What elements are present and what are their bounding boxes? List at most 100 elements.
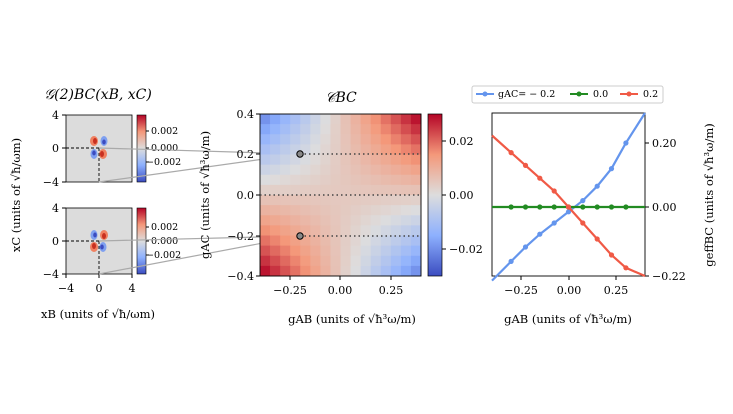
heatmap-cell	[290, 215, 301, 226]
heatmap-cell	[290, 205, 301, 216]
heatmap-cell	[360, 245, 372, 257]
heatmap-cell	[280, 195, 291, 206]
heatmap-cell	[300, 215, 311, 226]
heatmap-cell	[370, 164, 382, 176]
heatmap-cell	[410, 215, 422, 226]
heatmap-cell	[360, 144, 372, 155]
heatmap-cell	[330, 195, 341, 206]
heatmap-cell	[400, 144, 412, 155]
data-point	[537, 231, 543, 237]
heatmap-cell	[270, 124, 281, 135]
svg-text:0: 0	[96, 282, 103, 295]
heatmap-cell	[280, 174, 291, 186]
heatmap-cell	[280, 245, 291, 257]
heatmap-cell	[290, 144, 301, 155]
heatmap-cell	[280, 164, 291, 176]
heatmap-cell	[390, 215, 402, 226]
heatmap-cell	[380, 154, 392, 166]
right-y-axis-label: geffBC (units of √ħ³ω/m)	[702, 123, 716, 266]
heatmap-cell	[410, 245, 422, 257]
heatmap-cell	[270, 205, 281, 216]
heatmap-cell	[340, 164, 351, 176]
heatmap-cell	[290, 265, 301, 277]
heatmap-cell	[390, 144, 402, 155]
heatmap-cell	[260, 205, 271, 216]
svg-text:4: 4	[52, 109, 59, 122]
heatmap-cell	[320, 114, 331, 125]
heatmap-cell	[280, 225, 291, 236]
heatmap-cell	[260, 184, 271, 196]
heatmap-cell	[370, 195, 382, 206]
heatmap-cell	[350, 265, 362, 277]
heatmap-cell	[410, 195, 422, 206]
heatmap-cell	[400, 154, 412, 166]
series-line-0	[491, 112, 646, 282]
svg-text:−0.002: −0.002	[146, 157, 181, 168]
middle-x-ticks: −0.25 0.00 0.25	[273, 276, 403, 297]
legend-label-red: 0.2	[643, 89, 658, 100]
legend: gAC= − 0.2 0.0 0.2	[471, 85, 664, 104]
data-point	[537, 175, 543, 181]
heatmap-cell	[370, 124, 382, 135]
heatmap-cell	[280, 154, 291, 166]
heatmap-cell	[400, 265, 412, 277]
heatmap-cell	[370, 174, 382, 186]
heatmap-cell	[340, 205, 351, 216]
svg-text:−0.25: −0.25	[504, 284, 538, 297]
heatmap-cell	[360, 215, 372, 226]
heatmap-cell	[350, 114, 362, 125]
data-point	[537, 204, 543, 210]
heatmap-cell	[400, 205, 412, 216]
heatmap-cell	[390, 164, 402, 176]
heatmap-cell	[320, 205, 331, 216]
heatmap-cell	[310, 184, 321, 196]
data-point	[522, 204, 529, 210]
heatmap-cell	[300, 245, 311, 257]
heatmap-cell	[370, 225, 382, 236]
heatmap-cell	[300, 225, 311, 236]
heatmap	[260, 114, 422, 277]
heatmap-cell	[390, 235, 402, 247]
heatmap-cell	[300, 195, 311, 206]
heatmap-cell	[310, 225, 321, 236]
heatmap-cell	[360, 174, 372, 186]
heatmap-cell	[340, 114, 351, 125]
heatmap-cell	[410, 144, 422, 155]
heatmap-cell	[280, 235, 291, 247]
heatmap-cell	[330, 124, 341, 135]
heatmap-cell	[340, 184, 351, 196]
svg-text:−0.22: −0.22	[652, 270, 686, 283]
heatmap-cell	[410, 205, 422, 216]
heatmap-cell	[270, 154, 281, 166]
heatmap-cell	[350, 184, 362, 196]
data-point	[580, 204, 586, 210]
heatmap-cell	[260, 265, 271, 277]
heatmap-cell	[260, 245, 271, 257]
heatmap-cell	[270, 114, 281, 125]
heatmap-cell	[320, 144, 331, 155]
heatmap-cell	[350, 164, 362, 176]
heatmap-cell	[360, 184, 372, 196]
heatmap-cell	[350, 255, 362, 267]
svg-text:0.00: 0.00	[328, 284, 353, 297]
heatmap-cell	[330, 184, 341, 196]
heatmap-cell	[340, 265, 351, 277]
heatmap-cell	[380, 184, 392, 196]
heatmap-cell	[300, 124, 311, 135]
svg-text:0: 0	[52, 235, 59, 248]
heatmap-cell	[350, 124, 362, 135]
left-y-axis-label: xC (units of √ħ/ωm)	[9, 138, 23, 252]
heatmap-cell	[300, 184, 311, 196]
heatmap-cell	[360, 255, 372, 267]
heatmap-cell	[270, 235, 281, 247]
legend-label-blue: gAC= − 0.2	[498, 89, 555, 100]
heatmap-cell	[380, 255, 392, 267]
heatmap-cell	[380, 114, 392, 125]
heatmap-cell	[350, 174, 362, 186]
heatmap-cell	[290, 124, 301, 135]
heatmap-cell	[320, 225, 331, 236]
data-point	[594, 204, 600, 210]
heatmap-cell	[370, 114, 382, 125]
left-bottom-colorbar: 0.002 0.000 −0.002	[136, 207, 181, 275]
